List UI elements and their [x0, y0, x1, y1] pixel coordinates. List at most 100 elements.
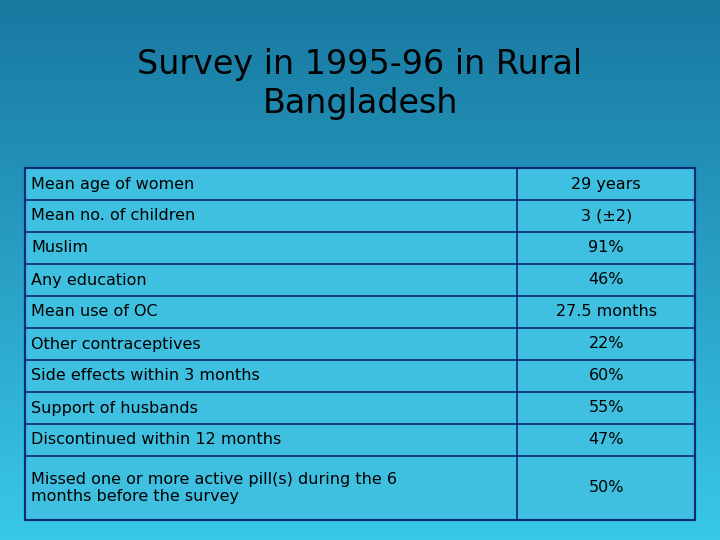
Bar: [0, 36, 720, 39]
Bar: [0, 238, 720, 241]
Text: Any education: Any education: [31, 273, 147, 287]
Bar: [0, 11, 720, 15]
Bar: [0, 432, 720, 436]
Bar: [0, 320, 720, 324]
Bar: [0, 133, 720, 137]
Bar: [0, 209, 720, 212]
Bar: [0, 86, 720, 90]
Bar: [0, 126, 720, 130]
Bar: [0, 54, 720, 58]
Bar: [0, 443, 720, 447]
Bar: [0, 367, 720, 371]
Bar: [0, 58, 720, 61]
Bar: [0, 417, 720, 421]
Bar: [0, 227, 720, 231]
Text: 55%: 55%: [588, 401, 624, 415]
Bar: [0, 501, 720, 504]
Bar: [0, 144, 720, 147]
Bar: [0, 212, 720, 216]
Bar: [0, 281, 720, 285]
Bar: [0, 328, 720, 331]
Bar: [0, 475, 720, 479]
Bar: [0, 4, 720, 7]
Bar: [0, 400, 720, 403]
Bar: [0, 490, 720, 493]
Bar: [0, 119, 720, 123]
Bar: [0, 245, 720, 248]
Bar: [0, 533, 720, 536]
Bar: [0, 436, 720, 439]
Bar: [0, 223, 720, 227]
Bar: [0, 263, 720, 266]
Text: 50%: 50%: [588, 481, 624, 496]
Bar: [0, 15, 720, 18]
Bar: [0, 79, 720, 83]
Bar: [0, 155, 720, 158]
Bar: [0, 302, 720, 306]
Bar: [0, 7, 720, 11]
Bar: [0, 108, 720, 112]
Bar: [0, 285, 720, 288]
Bar: [0, 396, 720, 400]
Bar: [0, 288, 720, 292]
Bar: [0, 43, 720, 47]
Bar: [0, 90, 720, 93]
Bar: [0, 115, 720, 119]
Bar: [0, 522, 720, 525]
Bar: [0, 493, 720, 497]
Bar: [0, 198, 720, 201]
Bar: [0, 194, 720, 198]
Bar: [0, 331, 720, 335]
Bar: [0, 130, 720, 133]
Bar: [0, 39, 720, 43]
Bar: [0, 234, 720, 238]
FancyBboxPatch shape: [25, 168, 695, 520]
Bar: [0, 356, 720, 360]
Text: Side effects within 3 months: Side effects within 3 months: [31, 368, 260, 383]
Bar: [0, 403, 720, 407]
Bar: [0, 382, 720, 385]
Bar: [0, 158, 720, 162]
Bar: [0, 508, 720, 511]
Text: 46%: 46%: [588, 273, 624, 287]
Bar: [0, 147, 720, 151]
Bar: [0, 180, 720, 184]
Bar: [0, 360, 720, 363]
Bar: [0, 252, 720, 255]
Text: 60%: 60%: [588, 368, 624, 383]
Bar: [0, 97, 720, 101]
Bar: [0, 371, 720, 374]
Text: 29 years: 29 years: [572, 177, 641, 192]
Bar: [0, 468, 720, 471]
Bar: [0, 140, 720, 144]
Text: 3 (±2): 3 (±2): [580, 208, 632, 224]
Bar: [0, 93, 720, 97]
Bar: [0, 274, 720, 277]
Bar: [0, 0, 720, 4]
Bar: [0, 479, 720, 482]
Bar: [0, 216, 720, 220]
Bar: [0, 457, 720, 461]
Bar: [0, 346, 720, 349]
Bar: [0, 25, 720, 29]
Bar: [0, 270, 720, 274]
Bar: [0, 374, 720, 378]
Text: Mean no. of children: Mean no. of children: [31, 208, 195, 224]
Bar: [0, 447, 720, 450]
Bar: [0, 277, 720, 281]
Bar: [0, 47, 720, 50]
Bar: [0, 324, 720, 328]
Bar: [0, 22, 720, 25]
Bar: [0, 389, 720, 393]
Bar: [0, 393, 720, 396]
Bar: [0, 407, 720, 410]
Bar: [0, 439, 720, 443]
Bar: [0, 205, 720, 209]
Bar: [0, 255, 720, 259]
Bar: [0, 101, 720, 104]
Bar: [0, 486, 720, 490]
Text: Mean use of OC: Mean use of OC: [31, 305, 158, 320]
Bar: [0, 166, 720, 169]
Text: Discontinued within 12 months: Discontinued within 12 months: [31, 433, 282, 448]
Bar: [0, 220, 720, 223]
